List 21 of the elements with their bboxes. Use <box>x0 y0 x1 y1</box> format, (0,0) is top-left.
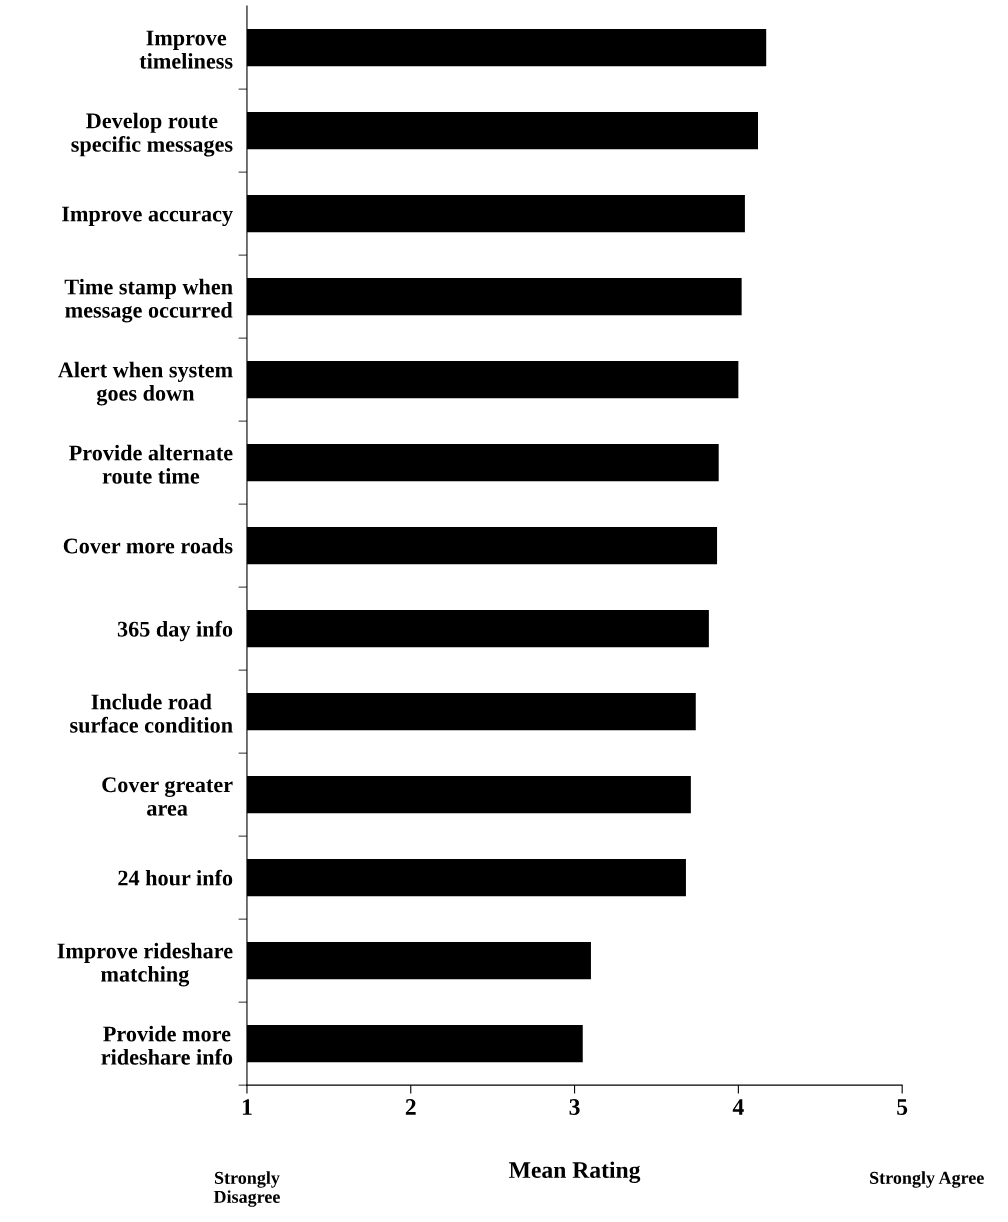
y-tick-label: Develop route specific messages <box>71 112 233 157</box>
x-tick-label: 3 <box>569 1099 580 1115</box>
y-tick-label: Improve timeliness <box>139 30 233 69</box>
y-tick-label: Include road surface condition <box>70 693 233 733</box>
y-tick-label: Provide more rideshare info <box>101 1025 233 1065</box>
text: Strongly Disagree <box>213 1171 280 1207</box>
x-tick-label: 1 <box>242 1099 252 1115</box>
y-tick-label: Improve rideshare matching <box>57 942 233 987</box>
y-tick-label: Cover greater area <box>102 777 233 816</box>
x-axis-title: Mean Rating <box>509 1161 641 1184</box>
y-tick-label: Cover more roads <box>63 537 233 554</box>
x-tick-label: 5 <box>897 1099 908 1115</box>
x-tick-label: 2 <box>405 1099 416 1115</box>
y-tick-label: Improve accuracy <box>62 206 233 227</box>
y-tick-label: Provide alternate route time <box>69 444 233 484</box>
y-tick-label: Time stamp when message occurred <box>64 278 233 323</box>
y-tick-label: 24 hour info <box>118 869 233 886</box>
y-tick-label: 365 day info <box>117 620 233 642</box>
x-tick-label: 4 <box>732 1099 744 1115</box>
y-tick-label: Alert when system goes down <box>58 361 233 406</box>
text: Strongly Agree <box>870 1171 984 1188</box>
